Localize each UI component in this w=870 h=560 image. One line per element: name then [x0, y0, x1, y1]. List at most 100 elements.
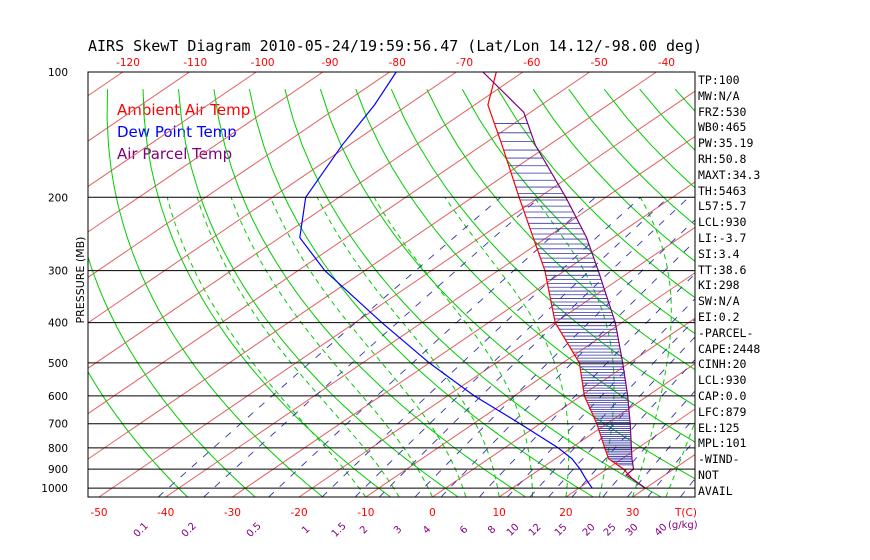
index-item: CAP:0.0: [698, 389, 747, 403]
mixing-ratio-line: [627, 416, 695, 497]
index-item: AVAIL: [698, 483, 733, 498]
isotherm-line: [0, 72, 56, 497]
top-temp-tick-label: -100: [251, 57, 275, 69]
mixing-ratio-tick-label: 10: [505, 522, 522, 539]
moist-adiabat-line: [533, 197, 615, 497]
index-item: MW:N/A: [698, 88, 740, 103]
isotherm-line: [88, 72, 524, 369]
index-item: SI:3.4: [698, 246, 740, 261]
bottom-temp-tick-label: 30: [626, 507, 639, 519]
pressure-tick-label: 600: [48, 391, 68, 403]
dry-adiabat-line: [88, 370, 188, 497]
dry-adiabat-line: [817, 89, 870, 497]
isotherm-line: [88, 72, 390, 278]
index-item: TH:5463: [698, 183, 747, 198]
isotherm-line: [88, 72, 257, 188]
mixing-ratio-line: [354, 196, 669, 497]
isotherm-line: [88, 72, 324, 233]
mixing-ratio-tick-label: 30: [624, 522, 641, 539]
mixing-ratio-line: [529, 318, 695, 497]
index-item: FRZ:530: [698, 104, 747, 119]
index-item: PW:35.19: [698, 136, 754, 151]
dry-adiabat-line: [497, 88, 695, 299]
dry-adiabat-line: [746, 89, 870, 497]
index-item: NOT: [698, 468, 719, 482]
moist-adiabat-line: [665, 420, 695, 497]
mixing-ratio-line: [157, 196, 501, 497]
bottom-temp-unit-label: T(C): [674, 507, 697, 519]
dry-adiabat-line: [853, 89, 870, 497]
bottom-temp-tick-label: -10: [357, 507, 374, 519]
pressure-tick-label: 400: [48, 318, 68, 330]
moist-adiabat-line: [269, 197, 467, 497]
chart-title: AIRS SkewT Diagram 2010-05-24/19:59:56.4…: [88, 37, 703, 55]
mixing-ratio-tick-label: 8: [486, 524, 498, 536]
dry-adiabat-line: [319, 89, 695, 480]
dry-adiabat-line: [142, 89, 391, 497]
index-item: EI:0.2: [698, 310, 740, 324]
mixing-ratio-line: [507, 298, 695, 497]
index-item: LCL:930: [698, 373, 747, 388]
moist-adiabat-line: [373, 197, 533, 497]
top-temp-tick-label: -120: [116, 57, 140, 69]
index-item: -PARCEL-: [698, 325, 754, 340]
mixing-ratio-tick-label: 4: [421, 524, 433, 536]
index-item: CAPE:2448: [698, 341, 761, 356]
index-item: RH:50.8: [698, 152, 747, 166]
pressure-tick-label: 500: [48, 358, 68, 370]
mixing-ratio-tick-label: 1: [300, 524, 312, 536]
moist-adiabat-line: [196, 197, 400, 497]
moist-adiabat-line: [230, 197, 433, 497]
mixing-ratio-tick-label: 15: [553, 522, 570, 539]
dry-adiabat-line: [390, 88, 695, 407]
moist-adiabat-line: [444, 197, 570, 497]
isotherm-line: [298, 226, 695, 497]
isotherm-line: [365, 272, 695, 497]
mixing-ratio-tick-label: 0.5: [245, 521, 264, 540]
mixing-ratio-line: [647, 439, 695, 497]
mixing-ratio-line: [203, 196, 541, 497]
moist-adiabat-line: [632, 197, 672, 497]
mixing-ratio-line: [379, 196, 690, 497]
mixing-ratio-tick-label: 12: [527, 522, 544, 539]
dry-adiabat-line: [106, 89, 324, 497]
moist-adiabat-line: [166, 197, 367, 497]
isotherm-line: [498, 363, 695, 497]
plot-frame: [87, 71, 696, 498]
dry-adiabat-line: [248, 89, 594, 497]
dry-adiabat-line: [532, 88, 695, 262]
bottom-temp-tick-label: 20: [559, 507, 572, 519]
dry-adiabat-line: [284, 89, 662, 497]
isotherm-line: [88, 72, 124, 97]
mixing-ratio-line: [571, 358, 695, 497]
index-item: -WIND-: [698, 452, 740, 467]
y-axis-label: PRESSURE (MB): [74, 237, 87, 324]
isotherm-line: [88, 72, 657, 460]
bottom-temp-tick-label: -40: [157, 507, 174, 519]
pressure-tick-label: 1000: [41, 483, 68, 495]
pressure-tick-label: 100: [48, 67, 68, 79]
mixing-ratio-tick-label: 3: [392, 524, 404, 536]
mixing-ratio-tick-label: 0.1: [132, 521, 151, 540]
moist-adiabat-line: [316, 197, 500, 497]
profile-dew-point-temp: [299, 72, 593, 489]
index-item: KI:298: [698, 278, 740, 293]
dry-adiabat-line: [88, 255, 256, 497]
index-item: LI:-3.7: [698, 231, 747, 245]
mixing-ratio-unit-label: (g/kg): [668, 520, 698, 531]
mixing-ratio-line: [548, 336, 695, 497]
mixing-ratio-tick-label: 2: [358, 524, 370, 536]
index-item: LCL:930: [698, 215, 747, 230]
index-item: EL:125: [698, 420, 740, 435]
index-item: LFC:879: [698, 404, 747, 419]
index-item: TP:100: [698, 73, 740, 87]
index-item: SW:N/A: [698, 294, 740, 309]
pressure-tick-label: 200: [48, 192, 68, 204]
mixing-ratio-line: [321, 196, 641, 497]
top-temp-tick-label: -80: [389, 57, 406, 69]
pressure-tick-label: 800: [48, 443, 68, 455]
dry-adiabat-line: [355, 89, 695, 443]
bottom-temp-tick-label: 0: [429, 507, 436, 519]
profile-ambient-air-temp: [487, 72, 646, 489]
